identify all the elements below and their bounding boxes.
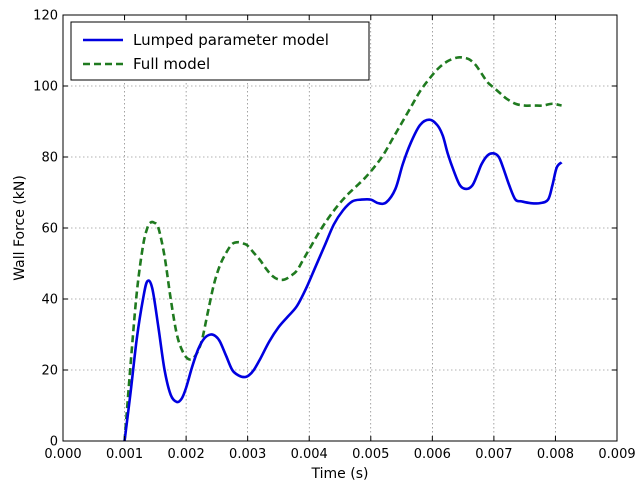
grid-lines <box>63 15 617 441</box>
x-axis-label: Time (s) <box>311 466 369 482</box>
x-tick-label: 0.005 <box>352 447 389 462</box>
legend-label: Full model <box>133 55 210 73</box>
x-tick-label: 0.003 <box>229 447 266 462</box>
x-tick-label: 0.007 <box>475 447 512 462</box>
y-tick-label: 80 <box>41 151 58 166</box>
y-tick-label: 100 <box>33 80 58 95</box>
x-axis-ticks: 0.000 0.001 0.002 0.003 0.004 0.005 0.006 0.007… <box>44 15 635 462</box>
x-tick-label: 0.006 <box>414 447 451 462</box>
legend: Lumped parameter model Full model <box>70 21 370 81</box>
x-tick-label: 0.001 <box>106 447 143 462</box>
y-tick-label: 40 <box>41 293 58 308</box>
y-tick-label: 20 <box>41 364 58 379</box>
legend-label: Lumped parameter model <box>133 31 329 49</box>
series-lines <box>123 55 563 442</box>
y-tick-label: 120 <box>33 9 58 24</box>
y-tick-label: 60 <box>41 222 58 237</box>
legend-box <box>70 21 370 81</box>
y-axis-ticks: 0 20 40 60 80 100 120 <box>33 9 617 450</box>
x-tick-label: 0.009 <box>598 447 635 462</box>
x-tick-label: 0.002 <box>168 447 205 462</box>
x-tick-label: 0.004 <box>291 447 328 462</box>
x-tick-label: 0.000 <box>44 447 81 462</box>
x-tick-label: 0.008 <box>537 447 574 462</box>
series-line-lumped-parameter-model <box>123 118 563 442</box>
y-axis-label: Wall Force (kN) <box>12 175 28 281</box>
y-tick-label: 0 <box>50 435 58 450</box>
series-line-full-model <box>123 55 562 442</box>
